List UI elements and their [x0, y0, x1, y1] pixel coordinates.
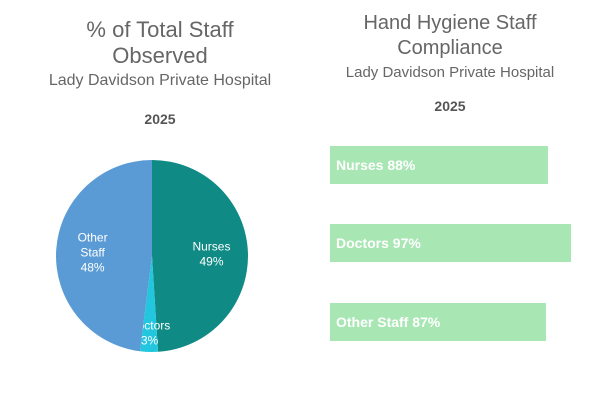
- bar-row-nurses: Nurses 88%: [330, 146, 578, 184]
- bar-doctors: [330, 224, 571, 262]
- bar-label-doctors: Doctors 97%: [336, 235, 421, 251]
- right-chart-year: 2025: [434, 98, 466, 114]
- bar-label-nurses: Nurses 88%: [336, 157, 416, 173]
- right-chart-subtitle: Lady Davidson Private Hospital: [345, 64, 555, 81]
- pie-slice-doctors: [139, 256, 159, 353]
- pie-label-other-staff: Other Staff 48%: [78, 230, 108, 274]
- left-chart-title: % of Total Staff Observed: [86, 17, 234, 68]
- pie-slice-other-staff: [55, 160, 153, 352]
- pie-label-nurses: Nurses 49%: [192, 240, 230, 269]
- bar-nurses: [330, 146, 549, 184]
- left-chart-subtitle: Lady Davidson Private Hospital: [48, 72, 272, 89]
- right-chart-title: Hand Hygiene Staff Compliance: [363, 12, 537, 59]
- bar-other-staff: [330, 303, 546, 341]
- pie-slice-nurses: [152, 160, 249, 352]
- left-chart-year: 2025: [144, 111, 176, 127]
- bar-label-other-staff: Other Staff 87%: [336, 314, 441, 330]
- bar-row-other-staff: Other Staff 87%: [330, 303, 578, 341]
- bar-row-doctors: Doctors 97%: [330, 224, 578, 262]
